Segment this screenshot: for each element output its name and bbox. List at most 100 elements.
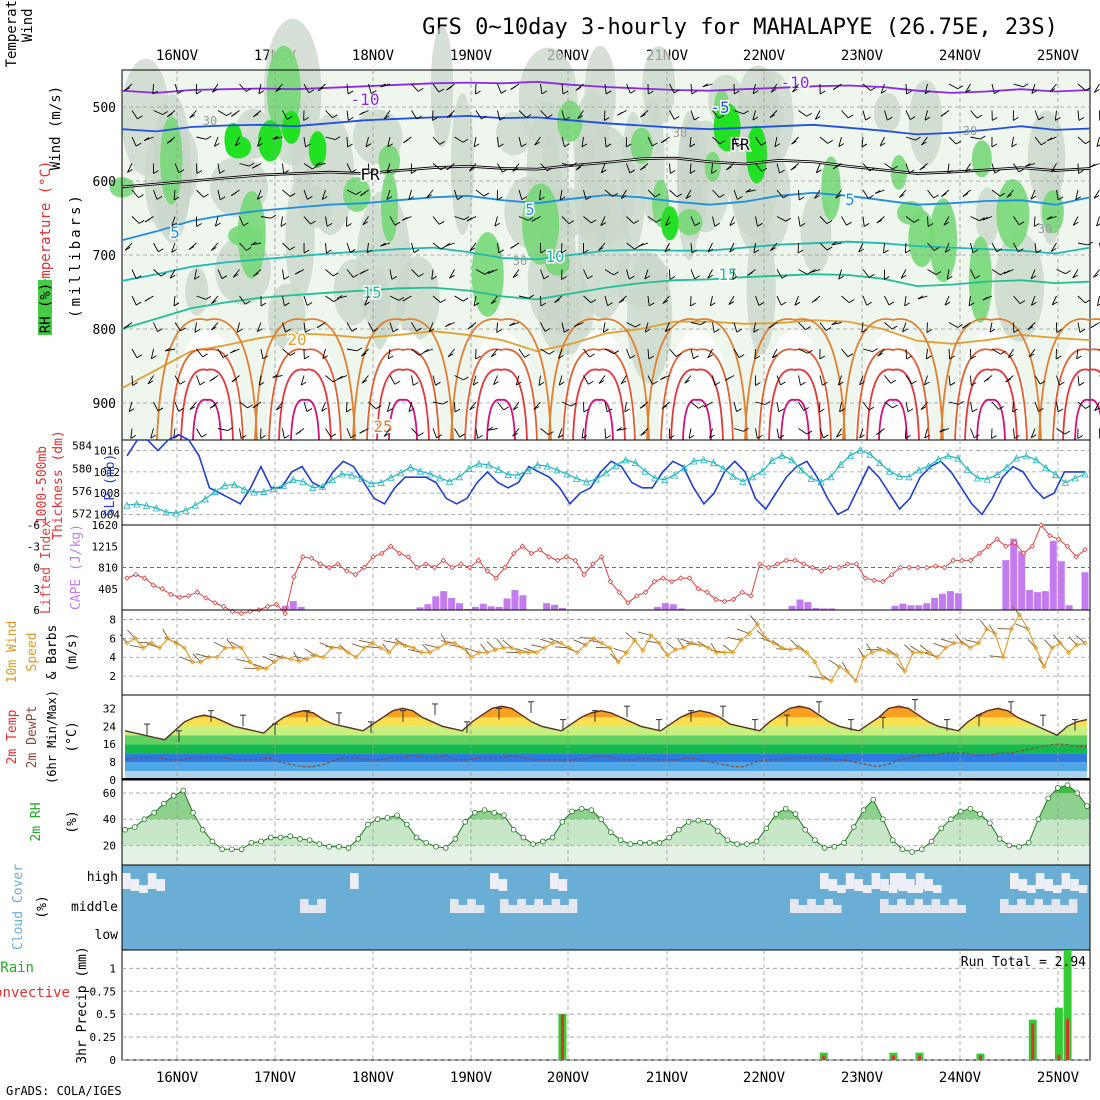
- wind-barb-flag: [138, 194, 144, 199]
- wind-barb: [970, 401, 973, 412]
- wind-speed-marker: [902, 668, 908, 674]
- wind-barb-flag: [964, 168, 971, 173]
- wind-barb-flag: [171, 222, 178, 227]
- wind-speed-marker: [468, 654, 474, 660]
- wind-barb-flag: [332, 378, 339, 383]
- label-cloud-unit: (%): [35, 895, 50, 918]
- temp-band: [125, 753, 1087, 763]
- wind-barb-flag: [206, 135, 212, 140]
- thickness-marker: [406, 463, 415, 471]
- warm-isotherm: [268, 348, 342, 441]
- wind-speed-marker: [542, 645, 548, 651]
- rh-marker: [1084, 803, 1090, 809]
- wind-speed-marker: [239, 645, 245, 651]
- lifted-index-marker: [519, 543, 526, 550]
- wind-barb-flag: [876, 219, 883, 224]
- wind-barb-flag: [497, 196, 503, 201]
- lifted-index-marker: [669, 578, 675, 585]
- temp-band: [125, 735, 1087, 745]
- lifted-index-marker: [994, 536, 1000, 542]
- wind-barb-flag: [502, 168, 508, 173]
- wind-barb: [948, 401, 959, 405]
- wind-speed-marker: [853, 678, 859, 684]
- wind-barb-flag: [899, 194, 905, 198]
- thickness-marker: [230, 480, 239, 489]
- wind-barb: [647, 295, 650, 306]
- lifted-index-marker: [985, 543, 992, 550]
- thickness-marker: [260, 487, 268, 495]
- wind-barb-flag: [848, 299, 855, 303]
- wind-barb-flag: [827, 139, 833, 144]
- wind-barb: [303, 322, 306, 333]
- wind-barb-flag: [780, 301, 787, 306]
- wind-barb: [239, 242, 247, 251]
- wind-barb-flag: [128, 408, 135, 412]
- wind-barb: [454, 136, 464, 143]
- lifted-index-marker: [449, 564, 455, 571]
- wind-barb-flag: [779, 169, 785, 174]
- thickness-marker: [416, 467, 424, 475]
- wind-barb: [361, 375, 369, 384]
- wind-barb-flag: [428, 328, 435, 333]
- label-temperature: Temperature (°C): [38, 161, 54, 296]
- wind-barb: [862, 110, 867, 121]
- wind-barb-flag: [366, 249, 373, 254]
- wind-barb: [475, 269, 485, 275]
- thickness-tick: 572: [72, 508, 92, 521]
- isotherm-label: -10: [351, 90, 380, 109]
- wind-barb-flag: [799, 222, 806, 227]
- wind-barb: [753, 322, 756, 333]
- wind-barb-flag: [202, 353, 208, 358]
- temp-bands: [122, 695, 1090, 780]
- wind-speed-marker: [501, 645, 507, 651]
- wind-barb: [1006, 189, 1014, 198]
- cloud-middle: [897, 899, 906, 913]
- rh-marker: [763, 825, 770, 832]
- wind-barb-flag: [774, 143, 781, 148]
- wind-speed-marker: [763, 635, 769, 641]
- wind-barb-flag: [1030, 195, 1037, 200]
- rh-marker: [316, 841, 323, 847]
- wind-barb-flag: [780, 381, 786, 386]
- wind-barb: [755, 136, 762, 146]
- lifted-index-marker: [423, 561, 429, 567]
- wind-barb-flag: [500, 89, 507, 94]
- wind-barb: [776, 269, 783, 279]
- temp-band: [122, 695, 1090, 699]
- wind-barb: [454, 375, 464, 381]
- wind-barb: [487, 428, 498, 431]
- wind-barb-flag: [915, 136, 921, 141]
- wind-barb-flag: [564, 116, 570, 121]
- wind-barb-flag: [1000, 350, 1006, 355]
- wind-barb-flag: [350, 249, 356, 253]
- wind-barb-flag: [132, 382, 138, 386]
- wind-barb: [991, 348, 1001, 355]
- wind-barb-flag: [752, 116, 759, 121]
- rh-shading: [185, 267, 209, 316]
- wind-barb-flag: [306, 408, 313, 412]
- wind-barb: [497, 163, 503, 173]
- thickness-marker: [709, 458, 718, 467]
- wind-barb: [755, 295, 760, 306]
- wind-barb-flag: [438, 88, 445, 93]
- wind-speed-marker: [1057, 640, 1064, 646]
- rh-marker: [1064, 782, 1071, 789]
- wind-barb-flag: [904, 302, 910, 307]
- wind-barb-flag: [673, 115, 680, 120]
- cloud-high: [122, 873, 131, 889]
- wind-barb: [1034, 401, 1039, 412]
- wind-barb-flag: [994, 169, 1001, 174]
- rh-marker: [190, 809, 196, 816]
- wind-barb-flag: [459, 433, 465, 438]
- wind-barb-flag: [1039, 380, 1046, 385]
- wind-barb: [905, 136, 916, 141]
- lifted-index-marker: [871, 577, 877, 584]
- rh-marker: [394, 812, 400, 819]
- wind-barb: [282, 428, 285, 439]
- lifted-index-marker: [317, 561, 324, 567]
- thickness-marker: [924, 462, 933, 470]
- lifted-index-marker: [572, 557, 579, 564]
- wind-barb: [755, 401, 766, 405]
- wind-barb-flag: [388, 355, 394, 360]
- lifted-index-marker: [607, 578, 614, 585]
